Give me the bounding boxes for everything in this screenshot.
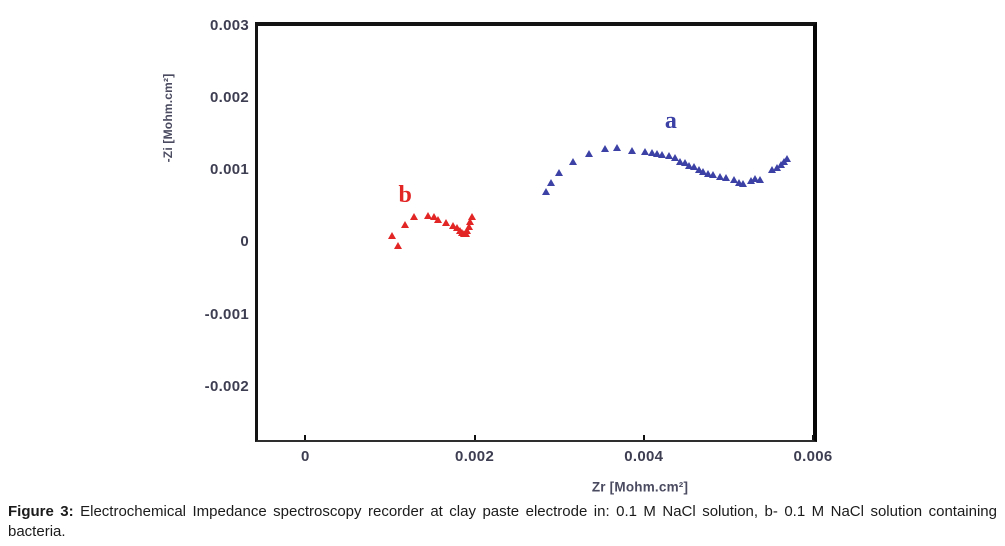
data-point-marker-b (465, 218, 474, 226)
data-point-marker-a (715, 172, 724, 180)
data-point-marker-a (751, 174, 760, 182)
y-tick-label: 0.002 (209, 89, 249, 107)
data-point-marker-a (584, 149, 593, 157)
figure-caption: Figure 3: Electrochemical Impedance spec… (8, 502, 997, 542)
y-tick-label: 0 (240, 233, 249, 251)
data-point-marker-a (676, 157, 685, 165)
x-tick-label: 0.004 (624, 448, 664, 465)
data-point-marker-a (665, 151, 674, 159)
data-point-marker-a (783, 154, 792, 162)
x-tick-label: 0.006 (793, 448, 833, 465)
series-label-b: b (398, 182, 412, 209)
data-point-marker-a (671, 153, 680, 161)
y-tick-label: -0.001 (204, 305, 249, 323)
data-point-marker-a (658, 150, 667, 158)
data-point-marker-b (465, 223, 473, 231)
y-axis-label: -Zi [Mohm.cm²] (161, 73, 175, 163)
data-point-marker-a (721, 173, 730, 181)
data-point-marker-b (442, 219, 451, 227)
x-tick-mark (473, 435, 476, 440)
data-point-marker-a (703, 169, 712, 177)
data-point-marker-b (410, 213, 419, 221)
data-point-marker-a (729, 175, 738, 183)
x-tick-label: 0.002 (455, 448, 495, 465)
data-point-marker-b (400, 221, 409, 229)
data-point-marker-a (569, 157, 578, 165)
data-point-marker-a (600, 144, 609, 152)
data-point-marker-a (738, 180, 747, 188)
data-point-marker-a (641, 147, 650, 155)
data-point-marker-a (746, 176, 755, 184)
series-label-a: a (664, 108, 677, 135)
data-point-marker-a (756, 175, 765, 183)
data-point-marker-b (462, 227, 471, 235)
data-point-marker-a (768, 165, 777, 173)
figure-caption-label: Figure 3: (8, 503, 74, 520)
data-point-marker-a (685, 161, 694, 169)
x-axis-label: Zr [Mohm.cm²] (591, 479, 689, 495)
data-point-marker-b (393, 241, 402, 249)
x-tick-label: 0 (301, 448, 310, 465)
data-point-marker-a (698, 167, 707, 175)
data-point-marker-a (627, 146, 636, 154)
x-tick-mark (304, 435, 307, 440)
data-point-marker-b (387, 232, 396, 240)
x-tick-mark (812, 435, 814, 440)
data-point-marker-b (467, 213, 476, 221)
data-point-marker-a (653, 149, 662, 157)
figure-caption-text: Electrochemical Impedance spectroscopy r… (8, 503, 997, 540)
data-point-marker-a (547, 178, 556, 186)
data-point-marker-a (708, 170, 717, 178)
data-point-marker-a (542, 188, 551, 196)
data-point-marker-a (612, 143, 621, 151)
data-point-marker-a (555, 168, 564, 176)
data-point-marker-b (434, 216, 443, 224)
y-tick-label: -0.002 (204, 377, 249, 395)
y-tick-label: 0.003 (209, 17, 249, 34)
x-tick-mark (642, 435, 645, 440)
y-tick-label: 0.001 (209, 161, 249, 179)
data-point-marker-a (648, 148, 657, 156)
data-point-marker-a (690, 162, 699, 170)
data-point-marker-b (424, 212, 433, 220)
